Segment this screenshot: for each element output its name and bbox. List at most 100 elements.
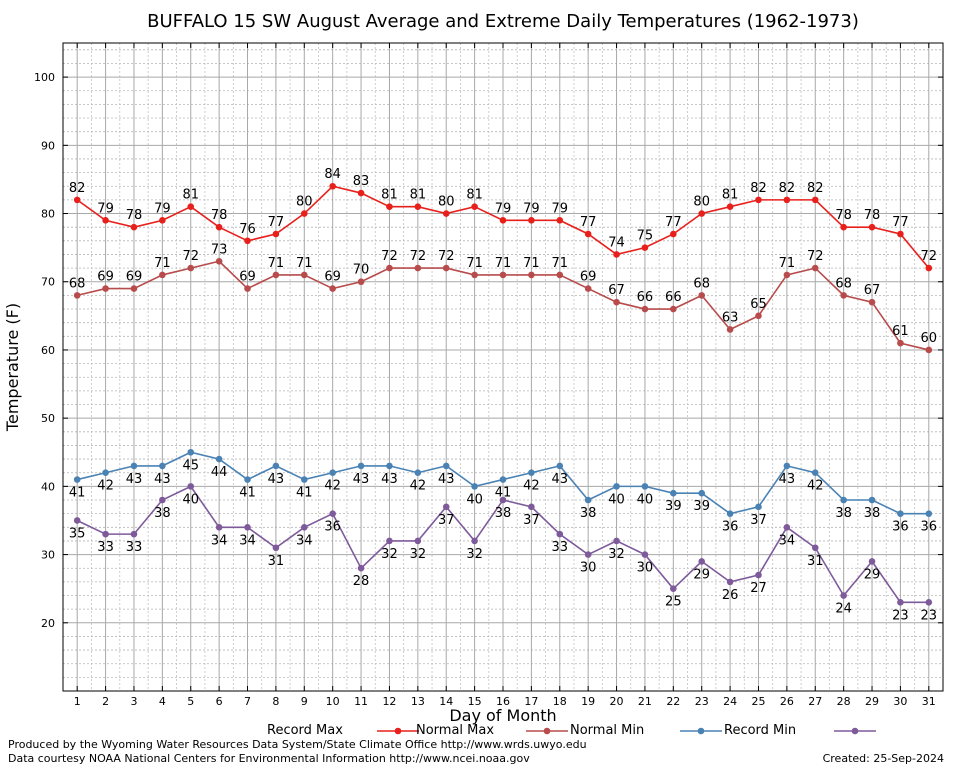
- data-point-record-min: [414, 537, 422, 545]
- x-tick-label: 28: [837, 695, 851, 708]
- legend-item-record-min: Record Min: [724, 723, 876, 738]
- data-point-record-min: [386, 537, 393, 545]
- data-point-normal-min: [726, 510, 734, 517]
- data-point-record-max: [868, 223, 876, 231]
- legend-label-normal-min: Normal Min: [570, 723, 644, 738]
- series-record-min: 35 33 33 38 40 34 34 31 34 36 28 32 32 37 32 38 37 33 30 32…: [69, 483, 937, 623]
- data-point-record-min: [897, 599, 904, 606]
- data-point-normal-min: [414, 469, 422, 477]
- data-point-record-max: [187, 203, 195, 211]
- data-label-normal-min: 45: [182, 458, 199, 473]
- x-tick-label: 12: [382, 695, 396, 708]
- data-label-record-max: 78: [126, 208, 143, 223]
- data-label-record-max: 80: [296, 195, 313, 210]
- data-label-record-max: 81: [410, 188, 427, 203]
- data-point-normal-max: [698, 292, 706, 299]
- data-point-record-min: [159, 496, 166, 504]
- data-label-normal-min: 43: [381, 472, 398, 487]
- legend-label-record-max: Record Max: [267, 723, 343, 738]
- data-label-record-max: 74: [608, 235, 625, 250]
- data-label-record-min: 33: [97, 540, 114, 555]
- data-point-normal-min: [130, 462, 138, 470]
- data-point-normal-min: [698, 489, 706, 497]
- y-tick-label: 80: [41, 208, 55, 221]
- data-label-normal-max: 60: [921, 331, 938, 346]
- data-label-normal-min: 42: [97, 479, 114, 494]
- data-point-normal-max: [386, 264, 393, 272]
- series: 82 79 78 79 81 78 76 77 80 84 83 81 81 80 81 79 79 79 77 74…: [69, 167, 937, 623]
- data-label-normal-max: 70: [353, 263, 370, 278]
- data-label-record-max: 77: [580, 215, 597, 230]
- data-point-normal-max: [726, 326, 734, 333]
- x-tick-label: 1: [74, 695, 81, 708]
- data-label-normal-max: 72: [381, 249, 398, 264]
- data-label-record-min: 33: [126, 540, 143, 555]
- data-point-normal-max: [641, 305, 649, 313]
- x-tick-label: 14: [439, 695, 453, 708]
- data-point-record-min: [726, 578, 734, 586]
- data-point-record-max: [925, 264, 933, 272]
- data-label-normal-min: 40: [608, 492, 625, 507]
- x-tick-label: 21: [638, 695, 652, 708]
- x-tick-label: 27: [808, 695, 822, 708]
- data-point-record-max: [556, 217, 564, 224]
- legend-item-record-max: Record Max: [267, 723, 419, 738]
- data-point-normal-max: [187, 264, 195, 272]
- data-label-normal-max: 69: [239, 270, 256, 285]
- data-label-record-min: 38: [495, 506, 512, 521]
- data-point-normal-min: [499, 476, 507, 483]
- data-point-normal-max: [840, 292, 847, 299]
- legend-marker-normal-max: [543, 727, 551, 735]
- data-point-record-max: [755, 196, 762, 204]
- data-point-normal-max: [130, 285, 138, 292]
- data-point-record-max: [130, 223, 138, 231]
- data-point-record-min: [357, 564, 365, 572]
- data-label-normal-min: 38: [835, 506, 852, 521]
- data-point-normal-min: [925, 510, 933, 517]
- data-label-record-max: 78: [835, 208, 852, 223]
- data-label-normal-min: 40: [637, 492, 654, 507]
- data-point-record-min: [130, 530, 138, 538]
- data-label-normal-max: 66: [665, 290, 682, 305]
- data-label-normal-min: 42: [807, 479, 824, 494]
- x-tick-label: 24: [723, 695, 737, 708]
- data-point-normal-max: [755, 312, 762, 320]
- data-label-normal-max: 69: [580, 270, 597, 285]
- data-label-normal-min: 41: [296, 486, 313, 501]
- data-point-record-min: [840, 592, 847, 599]
- legend-label-record-min: Record Min: [724, 723, 796, 738]
- data-point-normal-max: [811, 264, 819, 272]
- data-label-normal-max: 73: [211, 242, 228, 257]
- data-label-normal-max: 67: [608, 283, 625, 298]
- x-tick-label: 9: [301, 695, 308, 708]
- data-label-normal-max: 72: [182, 249, 199, 264]
- data-label-record-min: 38: [154, 506, 171, 521]
- series-normal-min: 41 42 43 43 45 44 41 43 41 42 43 43 42 43 40 41 42 43 38 40…: [69, 448, 937, 535]
- series-record-max: 82 79 78 79 81 78 76 77 80 84 83 81 81 80 81 79 79 79 77 74…: [69, 167, 937, 272]
- legend-item-normal-max: Normal Max: [416, 723, 568, 738]
- data-point-record-min: [300, 523, 308, 531]
- chart-title: BUFFALO 15 SW August Average and Extreme…: [147, 11, 859, 32]
- data-point-record-max: [698, 210, 706, 217]
- data-point-record-max: [613, 251, 620, 258]
- data-point-record-max: [386, 203, 393, 211]
- data-point-normal-min: [442, 462, 450, 470]
- data-label-record-max: 78: [211, 208, 228, 223]
- data-point-record-min: [584, 551, 592, 558]
- legend-marker-normal-min: [697, 727, 705, 735]
- data-point-normal-min: [840, 496, 847, 504]
- data-label-record-max: 83: [353, 174, 370, 189]
- x-tick-label: 2: [102, 695, 109, 708]
- data-label-record-min: 34: [211, 533, 228, 548]
- data-label-normal-min: 39: [665, 499, 682, 514]
- data-point-record-max: [442, 210, 450, 217]
- data-point-record-min: [471, 537, 478, 545]
- data-point-normal-max: [471, 271, 478, 279]
- data-label-record-min: 32: [410, 547, 427, 562]
- data-point-record-min: [329, 510, 336, 517]
- data-point-record-max: [159, 217, 166, 224]
- data-point-record-min: [868, 558, 876, 565]
- data-label-record-max: 81: [466, 188, 483, 203]
- data-label-record-max: 79: [154, 201, 171, 216]
